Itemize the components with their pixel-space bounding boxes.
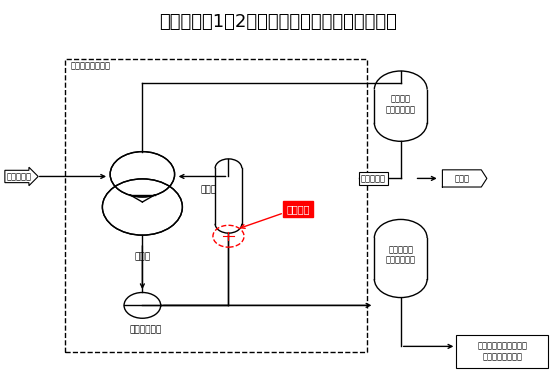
Text: 放水口: 放水口 xyxy=(455,174,470,183)
Text: 洗浄排水蒸発装置: 洗浄排水蒸発装置 xyxy=(70,61,110,70)
Text: 伊方発電所1、2号機　洗浄排水処理系統概略図: 伊方発電所1、2号機 洗浄排水処理系統概略図 xyxy=(159,13,398,31)
Text: 加熱器: 加熱器 xyxy=(201,186,217,195)
Text: 濃縮液ポンプ: 濃縮液ポンプ xyxy=(129,326,162,335)
Text: 洗浄排水
蒸留水タンク: 洗浄排水 蒸留水タンク xyxy=(386,94,416,114)
Circle shape xyxy=(111,152,174,196)
Text: 当該箇所: 当該箇所 xyxy=(286,204,310,214)
Text: 排水モニタ: 排水モニタ xyxy=(361,174,386,183)
Text: ドラミング
バッチタンク: ドラミング バッチタンク xyxy=(386,245,416,264)
Bar xyxy=(456,335,548,368)
Circle shape xyxy=(103,179,182,235)
Bar xyxy=(65,59,368,352)
Text: 洗濯排水等: 洗濯排水等 xyxy=(7,172,32,181)
Text: アスファルト固化装置
（ドラム缶詰め）: アスファルト固化装置 （ドラム缶詰め） xyxy=(477,342,527,361)
Text: 蒸発器: 蒸発器 xyxy=(134,253,150,262)
